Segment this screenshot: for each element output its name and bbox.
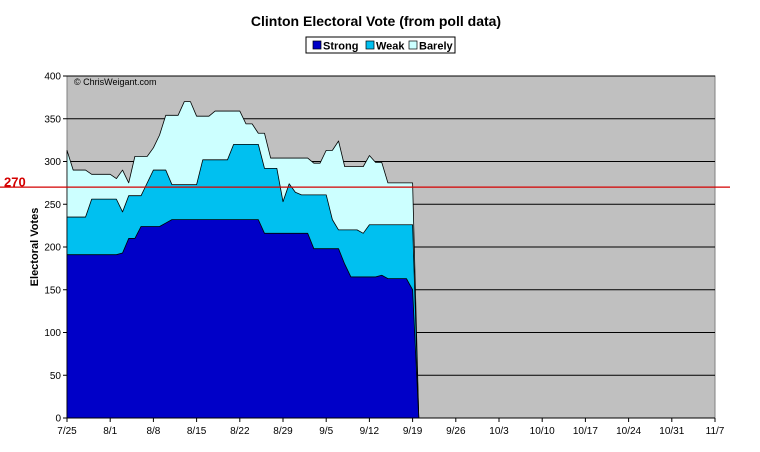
x-tick-label: 11/7 [706,426,725,437]
y-tick-label: 200 [44,243,61,254]
x-tick-label: 10/17 [573,426,598,437]
y-tick-label: 250 [44,200,61,211]
x-tick-label: 10/31 [659,426,684,437]
x-tick-label: 8/8 [146,426,160,437]
legend-label-barely: Barely [419,41,454,53]
x-tick-label: 8/22 [230,426,250,437]
legend-label-weak: Weak [376,41,405,53]
y-tick-label: 300 [44,157,61,168]
legend: Strong Weak Barely [306,37,455,53]
y-tick-label: 350 [44,114,61,125]
x-tick-label: 7/25 [57,426,77,437]
y-tick-label: 0 [55,414,61,425]
y-tick-label: 150 [44,285,61,296]
x-tick-label: 8/15 [187,426,207,437]
legend-swatch-weak [366,41,374,49]
copyright-annotation: © ChrisWeigant.com [74,77,157,87]
reference-line-label: 270 [4,175,26,190]
legend-swatch-strong [313,41,321,49]
x-tick-label: 10/10 [530,426,555,437]
x-tick-label: 10/24 [616,426,641,437]
y-tick-label: 100 [44,328,61,339]
x-tick-label: 8/1 [103,426,117,437]
x-tick-label: 8/29 [273,426,293,437]
y-tick-label: 400 [44,72,61,83]
chart-title: Clinton Electoral Vote (from poll data) [251,13,501,29]
x-tick-label: 9/26 [446,426,466,437]
x-tick-label: 10/3 [489,426,509,437]
legend-swatch-barely [409,41,417,49]
y-tick-label: 50 [50,371,62,382]
y-axis-label: Electoral Votes [29,208,41,287]
x-tick-label: 9/19 [403,426,423,437]
x-tick-label: 9/12 [360,426,380,437]
x-axis-ticks: 7/25 8/1 8/8 8/15 8/22 8/29 9/5 9/12 9/19 9/26 10/… [57,418,725,437]
y-axis-ticks: 0 50 100 150 200 250 300 350 400 [44,72,67,425]
x-tick-label: 9/5 [319,426,333,437]
legend-label-strong: Strong [323,41,358,53]
